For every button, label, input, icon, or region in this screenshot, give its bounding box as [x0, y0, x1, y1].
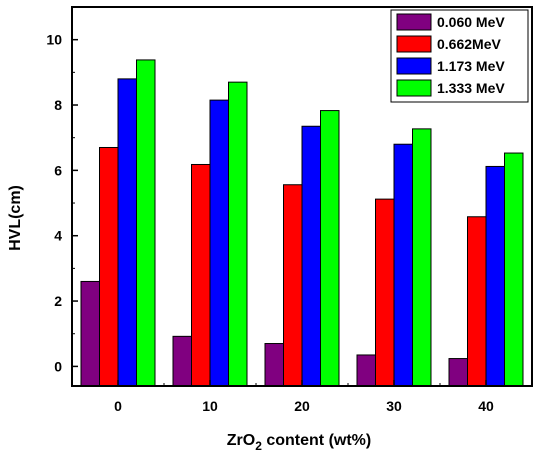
legend-swatch: [396, 35, 432, 53]
x-axis-label-sub: 2: [255, 439, 262, 453]
legend: 0.060 MeV 0.662MeV 1.173 MeV 1.333 MeV: [390, 9, 529, 103]
legend-swatch: [396, 13, 432, 31]
x-axis-label-post: content (wt%): [262, 432, 371, 449]
x-tick-label: 30: [386, 398, 402, 414]
bar-0_060MeV-0: [80, 280, 100, 387]
bars-group: [80, 59, 524, 387]
bar-1_173MeV-20: [301, 125, 321, 387]
bar-0_662MeV-10: [191, 163, 211, 387]
x-axis-label: ZrO2 content (wt%): [227, 432, 371, 453]
legend-label: 1.333 MeV: [437, 80, 505, 96]
y-tick-label: 10: [46, 32, 62, 48]
bar-0_060MeV-30: [356, 354, 376, 387]
legend-label: 1.173 MeV: [437, 58, 505, 74]
bar-1_333MeV-40: [504, 152, 524, 387]
x-axis: 0 10 20 30 40: [71, 380, 533, 414]
x-axis-label-pre: ZrO: [227, 432, 255, 449]
bar-0_662MeV-0: [99, 146, 119, 387]
legend-swatch: [396, 79, 432, 97]
bar-1_333MeV-20: [320, 110, 340, 387]
legend-label: 0.662MeV: [437, 36, 501, 52]
bar-0_060MeV-10: [172, 335, 192, 387]
y-axis-label: HVL(cm): [7, 185, 24, 251]
y-tick-label: 2: [54, 293, 62, 309]
x-tick-label: 0: [114, 398, 122, 414]
bar-0_060MeV-20: [264, 343, 284, 387]
bar-1_173MeV-40: [485, 165, 505, 387]
legend-swatch: [396, 57, 432, 75]
y-tick-label: 0: [54, 358, 62, 374]
bar-1_173MeV-10: [209, 99, 229, 387]
bar-0_060MeV-40: [448, 358, 468, 387]
legend-label: 0.060 MeV: [437, 14, 505, 30]
x-tick-label: 20: [294, 398, 310, 414]
y-tick-label: 6: [54, 162, 62, 178]
y-axis: 0 2 4 6 8 10: [46, 32, 78, 374]
bar-1_333MeV-10: [228, 81, 248, 387]
bar-1_173MeV-0: [117, 78, 137, 387]
bar-1_333MeV-30: [412, 128, 432, 387]
x-tick-label: 10: [202, 398, 218, 414]
y-tick-label: 8: [54, 97, 62, 113]
x-tick-label: 40: [478, 398, 494, 414]
bar-1_173MeV-30: [393, 143, 413, 387]
bar-0_662MeV-30: [375, 198, 395, 387]
bar-0_662MeV-20: [283, 184, 303, 387]
bar-1_333MeV-0: [136, 59, 156, 387]
y-tick-label: 4: [54, 228, 62, 244]
bar-0_662MeV-40: [467, 216, 487, 387]
